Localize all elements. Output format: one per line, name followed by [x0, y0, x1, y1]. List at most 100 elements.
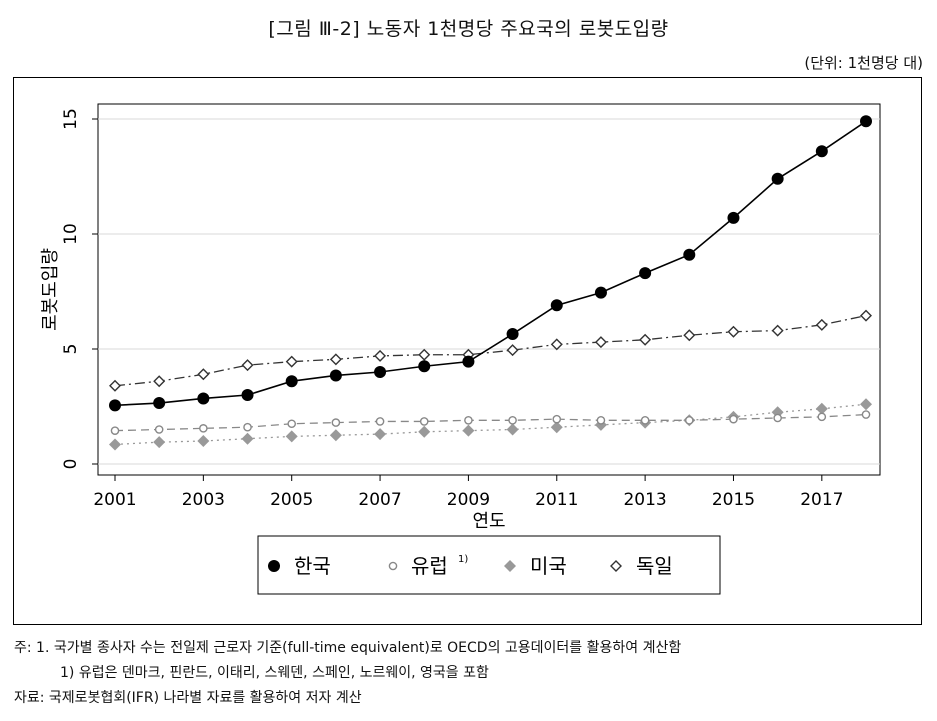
data-point [861, 410, 871, 419]
data-point [285, 355, 298, 368]
data-point [508, 415, 517, 425]
data-point [329, 429, 342, 442]
data-point [860, 398, 872, 411]
data-point [375, 417, 385, 426]
data-point [860, 115, 872, 128]
x-tick-label: 2007 [358, 490, 401, 510]
data-point [550, 421, 563, 434]
legend-marker [504, 560, 516, 572]
chart-frame [13, 77, 922, 625]
data-point [154, 425, 164, 434]
figure-title: [그림 Ⅲ-2] 노동자 1천명당 주요국의 로봇도입량 [268, 18, 669, 40]
data-point [462, 424, 475, 437]
data-point [639, 267, 652, 280]
data-point [285, 430, 298, 443]
legend-marker [610, 560, 622, 572]
data-point [727, 211, 740, 224]
data-point [594, 286, 607, 299]
source-note: 자료: 국제로봇협회(IFR) 나라별 자료를 활용하여 저자 계산 [14, 690, 362, 706]
series-line [114, 413, 867, 432]
data-point [109, 399, 121, 412]
data-point [464, 415, 473, 425]
y-axis-label: 로봇도입량 [40, 248, 61, 331]
x-tick-label: 2013 [623, 490, 666, 510]
data-point [243, 422, 252, 432]
legend-label: 독일 [636, 554, 673, 578]
data-point [552, 414, 562, 424]
data-point [374, 366, 387, 378]
data-point [199, 424, 208, 433]
note-2: 1) 유럽은 덴마크, 핀란드, 이태리, 스웨덴, 스페인, 노르웨이, 영국… [60, 665, 489, 681]
data-point [594, 336, 607, 349]
data-point [153, 436, 166, 449]
data-point [815, 318, 828, 331]
data-point [153, 375, 166, 388]
data-point [241, 432, 254, 445]
data-point [640, 415, 650, 425]
data-point [197, 368, 210, 381]
data-point [241, 389, 254, 401]
data-point [374, 428, 387, 441]
data-point [815, 402, 828, 415]
x-tick-label: 2005 [270, 490, 313, 510]
x-tick-label: 2003 [182, 490, 225, 510]
note-1: 주: 1. 국가별 종사자 수는 전일제 근로자 기준(full-time eq… [14, 640, 682, 656]
data-point [331, 418, 341, 427]
data-point [506, 344, 519, 357]
x-tick-label: 2011 [535, 490, 578, 510]
data-point [153, 397, 166, 410]
data-point [110, 426, 120, 435]
data-point [241, 359, 254, 372]
series-line [114, 120, 867, 407]
legend-box [257, 535, 721, 595]
data-point [729, 414, 738, 424]
footnotes: 주: 1. 국가별 종사자 수는 전일제 근로자 기준(full-time eq… [14, 636, 681, 711]
data-point [817, 412, 827, 422]
data-point [506, 423, 519, 436]
data-point [860, 309, 872, 322]
data-point [419, 417, 429, 426]
legend-marker [388, 561, 398, 571]
data-point [418, 348, 431, 361]
unit-label: (단위: 1천명당 대) [804, 54, 923, 72]
data-point [197, 392, 210, 405]
data-point [418, 360, 431, 373]
series-line [114, 315, 867, 387]
data-point [727, 325, 740, 338]
legend-label: 미국 [530, 554, 567, 578]
legend-label: 유럽 [411, 554, 448, 578]
legend-marker [268, 560, 280, 572]
data-point [771, 172, 784, 185]
x-tick-label: 2001 [93, 490, 136, 510]
data-point [596, 415, 606, 425]
data-point [285, 375, 298, 388]
data-point [287, 419, 297, 429]
data-point [329, 369, 342, 382]
data-point [684, 415, 694, 425]
data-point [815, 145, 828, 158]
data-point [683, 248, 696, 261]
y-tick-label: 10 [61, 223, 81, 245]
data-point [374, 349, 387, 362]
y-tick-label: 0 [61, 459, 81, 470]
y-tick-label: 15 [61, 108, 81, 130]
data-point [683, 329, 696, 342]
legend-superscript: 1) [458, 554, 468, 565]
data-point [418, 425, 431, 438]
legend-label: 한국 [294, 554, 331, 578]
data-point [109, 438, 121, 451]
data-point [550, 299, 563, 312]
data-point [462, 355, 475, 368]
data-point [329, 353, 342, 366]
x-tick-label: 2015 [712, 490, 755, 510]
y-tick-label: 5 [61, 344, 81, 355]
plot-area [97, 103, 881, 476]
x-tick-label: 2009 [447, 490, 490, 510]
data-point [639, 333, 652, 346]
data-point [550, 338, 563, 351]
x-tick-label: 2017 [800, 490, 843, 510]
data-point [506, 328, 519, 341]
x-axis-label: 연도 [472, 511, 505, 532]
data-point [771, 324, 784, 337]
